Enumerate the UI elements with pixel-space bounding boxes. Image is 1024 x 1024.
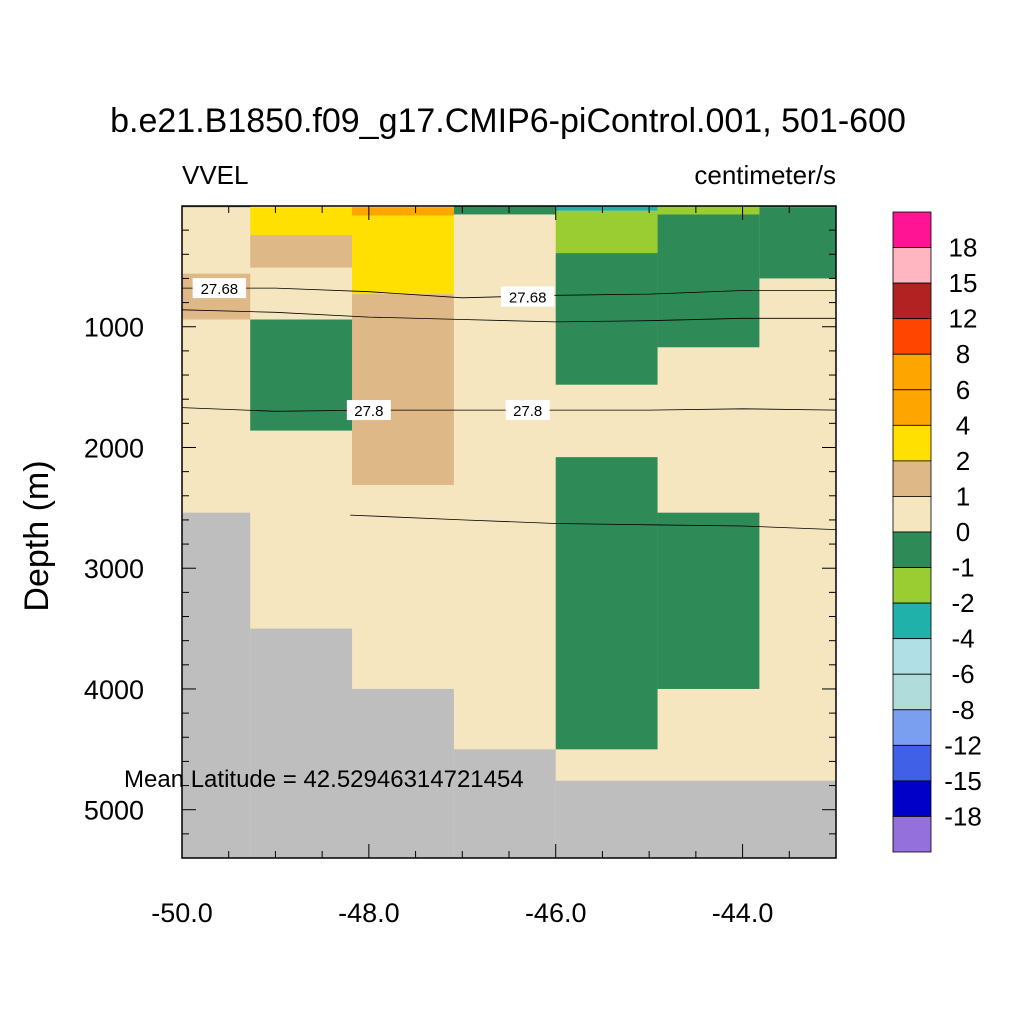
- colorbar-swatch: [892, 424, 932, 462]
- contour-label-box: [346, 400, 391, 421]
- colorbar-label: -15: [944, 766, 982, 796]
- x-tick-label: -50.0: [151, 898, 213, 928]
- colorbar-label: 15: [949, 268, 978, 298]
- colorbar-swatch: [892, 816, 932, 853]
- colorbar-label: -4: [951, 624, 974, 654]
- heatmap-cell: [352, 215, 454, 295]
- y-tick-label: 3000: [84, 554, 144, 584]
- heatmap-cell: [250, 234, 353, 268]
- colorbar-label: 0: [956, 517, 970, 547]
- missing-cell: [182, 512, 251, 858]
- contour-label: 27.8: [513, 403, 542, 420]
- heatmap-cells: [182, 206, 836, 858]
- colorbar-label: 8: [956, 339, 970, 369]
- colorbar-swatch: [892, 780, 932, 817]
- x-tick-label: -48.0: [338, 898, 400, 928]
- y-axis-label: Depth (m): [18, 460, 56, 611]
- y-tick-label: 2000: [84, 433, 144, 463]
- colorbar-label: -1: [951, 553, 974, 583]
- colorbar-swatch: [892, 744, 932, 782]
- heatmap-cell: [657, 512, 760, 689]
- colorbar-swatch: [892, 247, 932, 284]
- x-tick-label: -44.0: [712, 898, 774, 928]
- colorbar-swatch: [892, 389, 932, 426]
- chart-title: b.e21.B1850.f09_g17.CMIP6-piControl.001,…: [110, 102, 906, 140]
- variable-label: VVEL: [182, 160, 249, 190]
- heatmap-cell: [555, 253, 658, 385]
- colorbar-swatch: [892, 602, 932, 640]
- colorbar-swatch: [892, 638, 932, 675]
- heatmap-cell: [759, 207, 836, 279]
- y-tick-label: 1000: [84, 313, 144, 343]
- missing-cell: [555, 780, 836, 858]
- colorbar-label: -2: [951, 588, 974, 618]
- missing-cell: [250, 628, 353, 858]
- plot-area: 27.68 27.68 27.8 27.8 -50.0 -48.0 -46.0 -44.0 1…: [84, 205, 837, 928]
- colorbar-swatch: [892, 673, 932, 711]
- contour-line: [350, 514, 837, 530]
- colorbar-swatch: [892, 496, 932, 533]
- colorbar-swatch: [892, 460, 932, 497]
- heatmap-cell: [250, 207, 353, 235]
- contour-label-box: [505, 400, 550, 421]
- missing-cell: [453, 749, 556, 858]
- units-label: centimeter/s: [694, 160, 836, 190]
- heatmap-cell: [555, 206, 658, 211]
- axis-ticks: -50.0 -48.0 -46.0 -44.0 1000 2000 3000 4000 5000: [84, 206, 836, 928]
- heatmap-cell: [555, 210, 658, 254]
- colorbar-swatch: [892, 282, 932, 320]
- heatmap-cell: [657, 206, 760, 215]
- x-tick-label: -46.0: [525, 898, 587, 928]
- heatmap-cell: [352, 207, 454, 216]
- colorbar-swatch: [892, 353, 932, 391]
- colorbar-label: -6: [951, 659, 974, 689]
- colorbar-label: 6: [956, 375, 970, 405]
- colorbar-swatch: [892, 318, 932, 355]
- colorbar-swatch: [892, 531, 932, 568]
- missing-cell: [352, 688, 454, 858]
- heatmap-cell: [352, 294, 454, 485]
- heatmap-cell: [453, 206, 556, 215]
- contour-label: 27.68: [201, 281, 239, 298]
- y-tick-label: 4000: [84, 675, 144, 705]
- colorbar-label: 4: [956, 410, 970, 440]
- density-contours: 27.68 27.68 27.8 27.8: [181, 278, 837, 530]
- colorbar-swatch: [892, 709, 932, 746]
- heatmap-cell: [657, 214, 760, 348]
- colorbar-swatch: [892, 211, 932, 248]
- mean-latitude-annotation: Mean Latitude = 42.52946314721454: [124, 766, 524, 793]
- colorbar-label: -8: [951, 695, 974, 725]
- contour-label: 27.8: [354, 403, 383, 420]
- colorbar-swatch: [892, 567, 932, 604]
- contour-label-box: [500, 286, 555, 307]
- plot-frame: [181, 205, 837, 859]
- contour-line: [181, 309, 836, 323]
- y-tick-label: 5000: [84, 796, 144, 826]
- heatmap-cell: [555, 457, 658, 750]
- colorbar-label: 2: [956, 446, 970, 476]
- colorbar-label: 18: [949, 233, 978, 263]
- colorbar-label: -12: [944, 730, 982, 760]
- colorbar: 18 15 12 8 6 4 2 1 0 -1 -2 -4 -6 -8 -12 -15 -18: [892, 211, 982, 853]
- heatmap-cell: [250, 319, 353, 431]
- contour-label-box: [192, 278, 247, 299]
- colorbar-label: 1: [956, 481, 970, 511]
- colorbar-label: 12: [949, 304, 978, 334]
- contour-label: 27.68: [509, 290, 547, 307]
- colorbar-label: -18: [944, 801, 982, 831]
